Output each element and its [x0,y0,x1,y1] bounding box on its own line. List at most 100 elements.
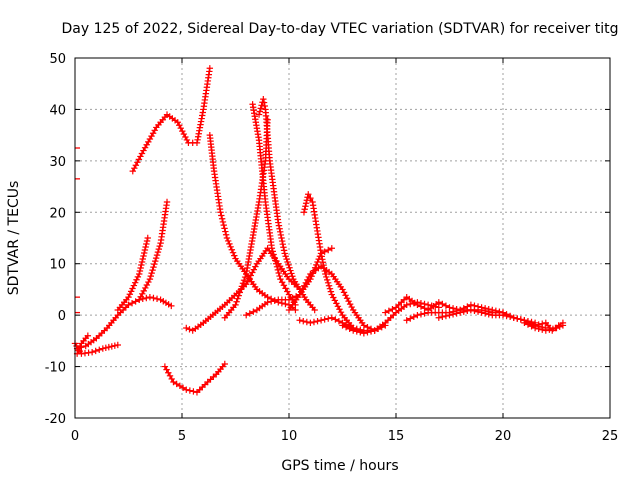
data-point [301,282,308,289]
x-tick-label: 25 [602,429,619,444]
data-point [467,306,475,314]
data-point [302,279,310,287]
data-point [134,159,141,166]
data-point [140,287,147,295]
data-point [301,206,308,213]
data-point [288,270,295,277]
edge-markers [75,147,80,314]
data-point [331,297,339,304]
data-point [267,298,275,305]
data-point [177,124,184,132]
data-point [128,299,136,307]
data-point [105,343,113,351]
data-point [247,272,254,279]
data-point [304,194,311,201]
data-point [302,200,310,207]
data-point [403,317,410,324]
x-tick-label: 0 [71,429,79,444]
data-point [345,297,352,305]
data-point [273,263,281,270]
data-point [417,311,425,318]
data-point [524,321,532,328]
data-point [307,319,314,327]
data-point [235,292,242,299]
data-point [229,249,237,256]
data-point [173,380,180,388]
data-point [179,384,187,391]
data-point [350,327,357,334]
data-point [129,285,136,292]
series-arc-14 [300,191,368,337]
series-line [164,363,226,394]
data-point [226,240,233,248]
y-tick-label: 50 [49,52,66,67]
data-point [499,311,507,319]
data-point [155,245,163,253]
data-point [304,276,311,284]
data-point [156,242,163,250]
data-point [138,150,146,157]
data-point [134,273,142,281]
data-point [517,316,525,323]
data-point [174,119,181,126]
data-point [143,294,150,302]
series-arc-3 [73,332,92,357]
data-point [417,303,425,310]
data-point [154,248,162,256]
data-point [148,269,155,277]
data-point [147,272,154,280]
data-point [481,310,489,317]
data-point [275,219,282,226]
data-point [223,234,231,242]
data-point [303,197,311,204]
data-point [255,111,263,118]
data-point [243,311,250,319]
data-point [137,153,144,160]
data-point [186,387,194,394]
y-tick-label: 30 [49,155,66,170]
series-arc-10 [249,101,299,309]
data-point [141,144,149,151]
data-point [555,322,562,329]
data-point [228,246,236,253]
series-arc-5 [136,198,171,303]
data-point [407,315,414,322]
data-point [324,276,331,284]
data-point [140,249,148,257]
data-point [96,346,103,353]
data-point [300,317,307,325]
data-point [243,281,250,288]
data-point [241,273,249,281]
data-point [446,311,453,319]
data-point [137,264,144,272]
data-point [549,327,556,334]
data-point [139,255,146,263]
data-point [222,228,229,235]
series-arc-4 [114,234,151,314]
data-point [334,303,342,310]
data-point [314,258,321,266]
data-point [102,344,110,352]
x-tick-label: 20 [495,429,512,444]
data-point [303,318,311,326]
data-point [335,317,343,325]
data-point [389,305,396,313]
x-tick-label: 5 [178,429,186,444]
data-point [435,299,442,306]
data-point [151,260,158,268]
data-point [271,297,278,304]
data-point [439,300,446,308]
data-point [236,289,243,296]
data-point [143,141,150,148]
data-point [218,212,225,219]
data-point [218,215,226,222]
data-point [332,316,339,323]
data-point [421,310,428,317]
y-tick-label: 10 [49,258,66,273]
data-point [278,234,285,242]
data-point [531,322,539,329]
data-point [129,167,136,175]
data-point [227,243,234,251]
y-tick-label: -10 [45,361,66,376]
data-point [360,329,368,337]
